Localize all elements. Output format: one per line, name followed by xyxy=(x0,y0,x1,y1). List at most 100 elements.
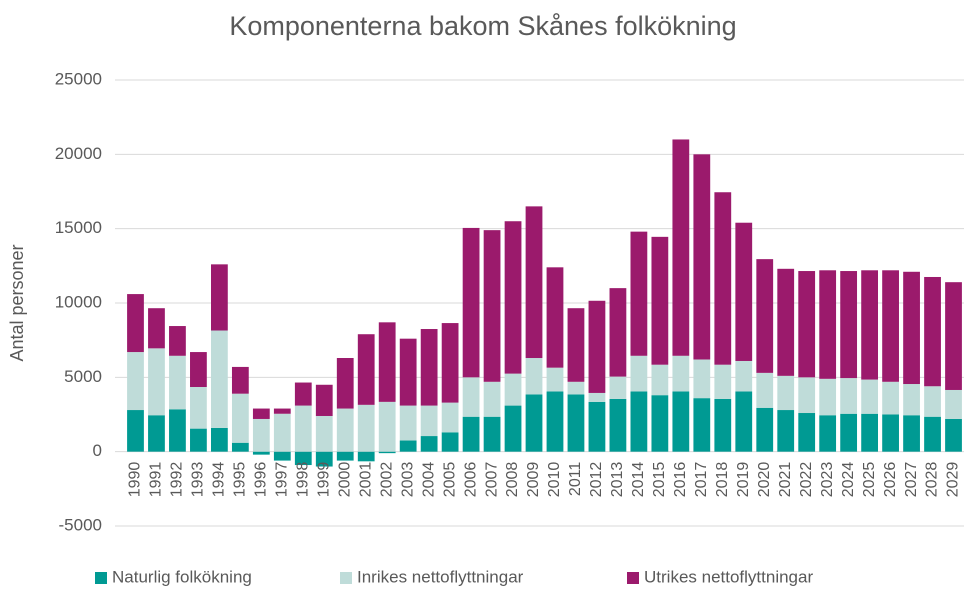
bar-segment xyxy=(315,384,333,416)
bar-segment xyxy=(148,415,165,452)
bar-segment xyxy=(315,451,333,467)
bar-segment xyxy=(903,271,920,385)
bar-segment xyxy=(798,413,816,452)
bar-segment xyxy=(441,402,459,433)
legend-label: Naturlig folkökning xyxy=(112,567,252,586)
bar-segment xyxy=(882,414,899,452)
bar-segment xyxy=(483,381,501,417)
x-tick-label: 2010 xyxy=(546,462,563,498)
x-tick-label: 2000 xyxy=(336,462,353,498)
bar-segment xyxy=(798,377,816,414)
bar-segment xyxy=(336,451,354,461)
bar-segment xyxy=(420,329,438,406)
bar-segment xyxy=(630,231,648,356)
bar-segment xyxy=(861,270,879,380)
bar-segment xyxy=(567,381,585,395)
x-tick-label: 1990 xyxy=(127,462,144,498)
bar-segment xyxy=(273,413,291,452)
bar-segment xyxy=(190,386,207,429)
chart-title: Komponenterna bakom Skånes folkökning xyxy=(229,11,736,41)
bar-segment xyxy=(693,359,711,399)
bar-segment xyxy=(735,391,753,452)
x-tick-label: 2015 xyxy=(651,462,668,498)
bar-segment xyxy=(504,405,522,452)
bar-segment xyxy=(819,270,837,379)
bar-segment xyxy=(714,364,732,399)
bar-segment xyxy=(148,348,165,416)
bar-segment xyxy=(378,451,396,454)
y-tick-label: 10000 xyxy=(55,292,102,311)
x-tick-label: 2029 xyxy=(945,462,962,498)
bar-segment xyxy=(903,384,920,416)
bar-segment xyxy=(231,393,249,443)
bar-segment xyxy=(252,408,270,419)
bar-segment xyxy=(651,236,669,365)
bar-segment xyxy=(777,410,795,452)
bar-segment xyxy=(294,451,312,466)
bar-segment xyxy=(127,410,144,452)
bar-segment xyxy=(148,308,165,349)
bar-segment xyxy=(273,451,291,461)
x-tick-label: 2016 xyxy=(672,462,689,498)
x-tick-label: 1991 xyxy=(148,462,165,498)
legend-swatch xyxy=(95,572,107,584)
x-tick-label: 1993 xyxy=(190,462,207,498)
bar-segment xyxy=(169,326,186,356)
x-tick-label: 2017 xyxy=(693,462,710,498)
bar-segment xyxy=(819,415,837,452)
bar-segment xyxy=(672,391,690,452)
bar-segment xyxy=(567,308,585,382)
bar-segment xyxy=(546,367,564,392)
bar-segment xyxy=(210,264,228,331)
bar-segment xyxy=(693,154,711,360)
bar-segment xyxy=(756,259,774,373)
bar-segment xyxy=(609,398,627,452)
bar-segment xyxy=(169,409,186,452)
bar-segment xyxy=(693,398,711,452)
bar-segment xyxy=(127,294,144,353)
bar-segment xyxy=(252,418,270,452)
bar-segment xyxy=(861,413,879,452)
bar-segment xyxy=(756,407,774,452)
y-tick-label: -5000 xyxy=(59,515,102,534)
bar-segment xyxy=(462,227,480,378)
x-tick-label: 1992 xyxy=(169,462,186,498)
bar-segment xyxy=(336,358,354,409)
bar-segment xyxy=(777,268,795,376)
x-tick-label: 2006 xyxy=(462,462,479,498)
bar-segment xyxy=(924,416,941,452)
bar-segment xyxy=(861,379,879,414)
x-tick-label: 2002 xyxy=(378,462,395,498)
bar-segment xyxy=(441,323,459,403)
legend-swatch xyxy=(627,572,639,584)
bar-segment xyxy=(294,382,312,406)
bar-segment xyxy=(357,451,375,462)
bar-segment xyxy=(840,413,858,452)
bar-segment xyxy=(336,408,354,452)
bar-segment xyxy=(483,416,501,452)
bar-segment xyxy=(231,366,249,394)
bar-segment xyxy=(252,451,270,455)
bar-segment xyxy=(609,376,627,399)
bar-segment xyxy=(420,436,438,452)
bar-segment xyxy=(630,355,648,392)
bar-segment xyxy=(945,282,962,390)
bar-segment xyxy=(735,360,753,392)
bar-segment xyxy=(231,442,249,452)
bar-segment xyxy=(190,428,207,452)
x-tick-label: 2005 xyxy=(441,462,458,498)
bar-segment xyxy=(525,358,543,395)
bar-segment xyxy=(924,386,941,417)
bar-segment xyxy=(882,381,899,415)
bar-segment xyxy=(169,355,186,410)
bar-segment xyxy=(315,415,333,452)
bar-segment xyxy=(210,427,228,452)
bar-segment xyxy=(651,395,669,452)
bar-segment xyxy=(882,270,899,382)
x-tick-label: 1998 xyxy=(295,462,312,498)
bar-segment xyxy=(462,377,480,417)
x-tick-label: 1999 xyxy=(315,462,332,498)
x-tick-label: 2018 xyxy=(714,462,731,498)
x-tick-label: 2024 xyxy=(840,462,857,498)
